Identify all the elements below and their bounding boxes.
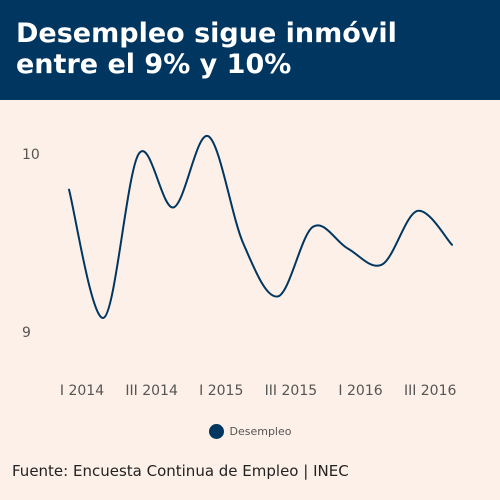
chart-title: Desempleo sigue inmóvil entre el 9% y 10… <box>16 18 486 80</box>
header-banner: Desempleo sigue inmóvil entre el 9% y 10… <box>0 0 500 100</box>
line-chart: 9 10 I 2014 III 2014 I 2015 III 2015 I 2016 II… <box>0 100 500 450</box>
x-tick-label: III 2016 <box>404 383 457 399</box>
x-tick-label: III 2015 <box>265 383 317 399</box>
x-tick-label: I 2015 <box>199 383 243 399</box>
title-line-2: entre el 9% y 10% <box>16 49 292 80</box>
chart-svg: 9 10 I 2014 III 2014 I 2015 III 2015 I 2016 II… <box>22 135 457 399</box>
x-tick-label: III 2014 <box>125 383 178 399</box>
y-axis-ticks: 9 10 <box>22 147 40 341</box>
legend[interactable]: Desempleo <box>0 420 500 442</box>
source-note: Fuente: Encuesta Continua de Empleo | IN… <box>12 462 349 480</box>
x-tick-label: I 2014 <box>60 383 104 399</box>
x-tick-label: I 2016 <box>338 383 382 399</box>
legend-marker <box>208 423 224 439</box>
legend-label: Desempleo <box>229 424 292 438</box>
title-line-1: Desempleo sigue inmóvil <box>16 18 397 49</box>
y-tick-label: 9 <box>22 325 31 341</box>
series-line-desempleo <box>68 135 453 319</box>
x-axis-ticks: I 2014 III 2014 I 2015 III 2015 I 2016 III 20… <box>60 383 457 399</box>
y-tick-label: 10 <box>22 147 40 163</box>
